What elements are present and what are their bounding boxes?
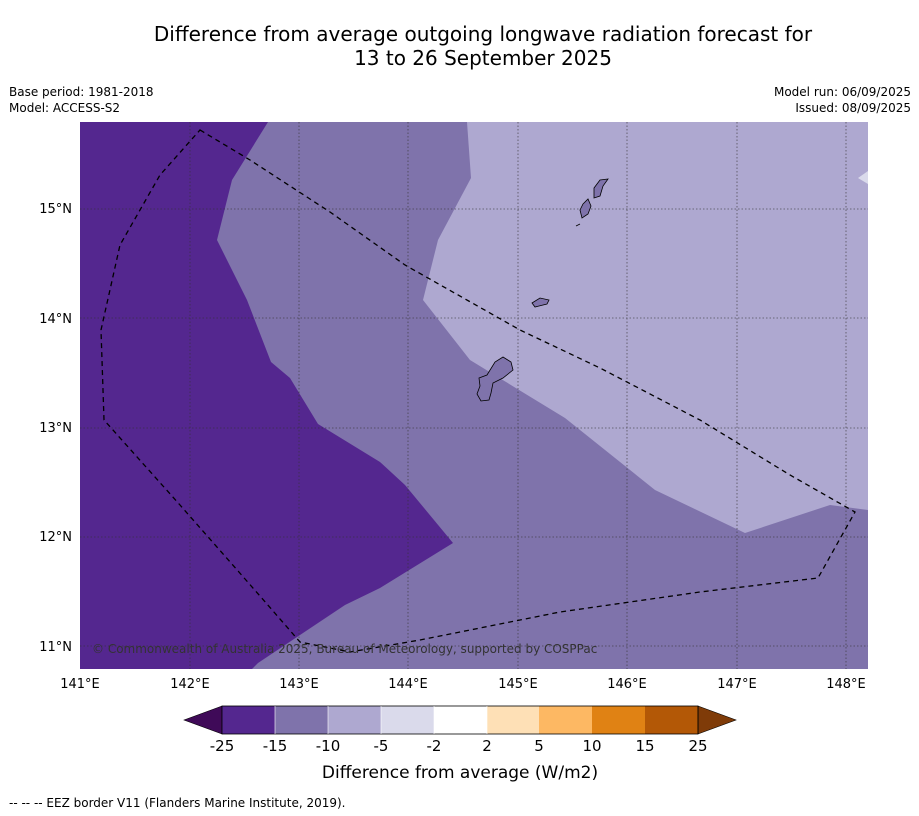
region-minus5-minus2-patch	[858, 171, 868, 184]
colorbar-outline	[221, 705, 699, 735]
lon-label: 145°E	[498, 677, 538, 692]
model-run-date: Model run: 06/09/2025	[773, 85, 911, 99]
guam-island	[476, 356, 514, 402]
lon-label: 146°E	[607, 677, 647, 692]
colorbar-swatch	[275, 706, 328, 734]
lon-label: 148°E	[826, 677, 866, 692]
colorbar-tick: -15	[263, 737, 288, 755]
title-line-2: 13 to 26 September 2025	[354, 46, 612, 70]
eez-border	[100, 129, 856, 653]
colorbar-tick: 25	[688, 737, 707, 755]
colorbar-swatch	[328, 706, 381, 734]
lat-label: 15°N	[39, 202, 72, 217]
colorbar-tick: -5	[374, 737, 389, 755]
title-line-1: Difference from average outgoing longwav…	[153, 22, 813, 46]
lat-label: 13°N	[39, 421, 72, 436]
lon-label: 144°E	[388, 677, 428, 692]
lon-label: 147°E	[717, 677, 757, 692]
colorbar: -25 -15 -10 -5 -2 2 5 10 15 25 Differenc…	[183, 705, 737, 783]
colorbar-swatch	[222, 706, 275, 734]
colorbar-max-extend	[697, 705, 737, 735]
chart-title: Difference from average outgoing longwav…	[0, 22, 919, 70]
colorbar-tick: 15	[635, 737, 654, 755]
colorbar-tick: 5	[534, 737, 544, 755]
colorbar-tick: 2	[482, 737, 492, 755]
colorbar-swatch	[539, 706, 592, 734]
aguijan-island	[575, 223, 581, 227]
map-plot-area: © Commonwealth of Australia 2025, Bureau…	[80, 122, 868, 669]
issued-date: Issued: 08/09/2025	[795, 101, 911, 115]
model-name: Model: ACCESS-S2	[9, 101, 121, 115]
islands	[476, 178, 609, 402]
saipan-island	[593, 178, 609, 199]
colorbar-tick: -25	[210, 737, 235, 755]
colorbar-swatch	[487, 706, 539, 734]
model-info: Base period: 1981-2018 Model: ACCESS-S2	[9, 84, 154, 116]
colorbar-swatch	[645, 706, 698, 734]
tinian-island	[579, 198, 592, 219]
run-info: Model run: 06/09/2025 Issued: 08/09/2025	[774, 84, 911, 116]
rota-island	[531, 297, 550, 308]
copyright-note: © Commonwealth of Australia 2025, Bureau…	[92, 642, 597, 656]
lon-label: 142°E	[170, 677, 210, 692]
eez-footnote: -- -- -- EEZ border V11 (Flanders Marine…	[9, 796, 346, 810]
lat-label: 14°N	[39, 312, 72, 327]
colorbar-label: Difference from average (W/m2)	[322, 763, 598, 783]
colorbar-min-extend	[183, 705, 223, 735]
lat-label: 11°N	[39, 640, 72, 655]
colorbar-ticks: -25 -15 -10 -5 -2 2 5 10 15 25	[210, 737, 708, 755]
gridlines	[80, 122, 868, 669]
colorbar-tick: -2	[427, 737, 442, 755]
colorbar-swatch	[381, 706, 434, 734]
colorbar-tick: 10	[582, 737, 601, 755]
axis-labels: 141°E 142°E 143°E 144°E 145°E 146°E 147°…	[39, 202, 866, 692]
base-period: Base period: 1981-2018	[9, 85, 154, 99]
region-minus25-minus15	[80, 122, 453, 669]
lon-label: 141°E	[60, 677, 100, 692]
lat-label: 12°N	[39, 530, 72, 545]
colorbar-swatch	[434, 706, 487, 734]
lon-label: 143°E	[279, 677, 319, 692]
colorbar-tick: -10	[316, 737, 341, 755]
colorbar-swatch	[592, 706, 645, 734]
